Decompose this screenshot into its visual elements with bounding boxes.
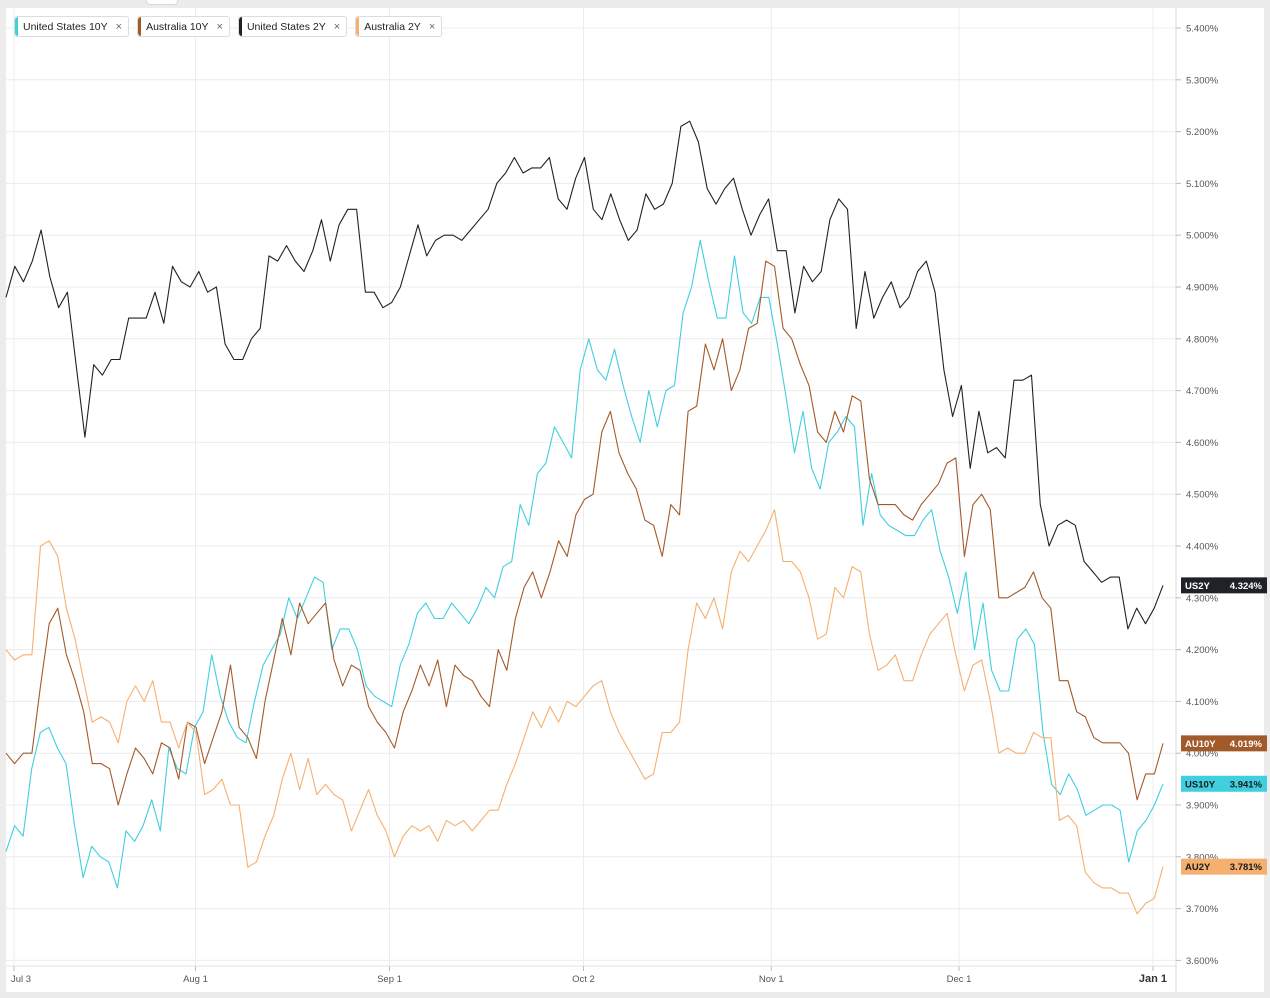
legend-label: United States 2Y <box>246 20 326 33</box>
y-tick-label: 4.000% <box>1186 749 1219 760</box>
x-tick-label: Nov 1 <box>759 974 784 985</box>
last-value-tag-au10y: AU10Y 4.019% <box>1181 735 1267 752</box>
plot-background <box>6 8 1264 992</box>
y-tick-label: 4.800% <box>1186 334 1219 345</box>
tab-handle[interactable] <box>146 0 178 5</box>
last-value-tag-us10y: US10Y 3.941% <box>1181 775 1267 792</box>
legend-label: Australia 2Y <box>364 20 421 33</box>
y-tick-label: 5.100% <box>1186 179 1219 190</box>
y-tick-label: 4.500% <box>1186 490 1219 501</box>
close-icon[interactable]: × <box>428 20 436 33</box>
y-tick-label: 5.200% <box>1186 127 1219 138</box>
legend-swatch <box>138 17 142 36</box>
legend: United States 10Y × Australia 10Y × Unit… <box>14 16 443 37</box>
y-tick-label: 4.400% <box>1186 542 1219 553</box>
x-tick-label: Jul 3 <box>11 974 31 985</box>
y-tick-label: 3.900% <box>1186 801 1219 812</box>
y-tick-label: 4.200% <box>1186 645 1219 656</box>
series-line-us10y <box>5 239 1164 889</box>
x-tick-label: Sep 1 <box>377 974 402 985</box>
legend-label: United States 10Y <box>23 20 108 33</box>
tag-value-label: 4.019% <box>1230 739 1263 750</box>
legend-chip-au10y[interactable]: Australia 10Y × <box>137 16 230 37</box>
y-tick-label: 3.700% <box>1186 904 1219 915</box>
tag-background <box>1181 577 1267 594</box>
y-tick-label: 4.100% <box>1186 697 1219 708</box>
legend-swatch <box>15 17 18 36</box>
y-axis-ticks: 5.400% 5.300% 5.200% 5.100% 5.000% 4.900% 4.80… <box>1176 24 1219 967</box>
x-tick-label: Jan 1 <box>1139 973 1167 985</box>
legend-swatch <box>238 17 242 36</box>
y-tick-label: 4.300% <box>1186 593 1219 604</box>
series-line-au10y <box>5 260 1164 806</box>
y-tick-label: 5.000% <box>1186 231 1219 242</box>
series-line-au2y <box>5 509 1164 915</box>
y-tick-label: 4.700% <box>1186 386 1219 397</box>
legend-chip-us2y[interactable]: United States 2Y × <box>237 16 348 37</box>
legend-label: Australia 10Y <box>146 20 209 33</box>
last-value-tag-au2y: AU2Y 3.781% <box>1181 858 1267 875</box>
y-tick-label: 5.400% <box>1186 24 1219 35</box>
tag-value-label: 4.324% <box>1230 581 1263 592</box>
series-line-us2y <box>5 120 1164 630</box>
tag-series-label: AU2Y <box>1185 862 1211 873</box>
last-value-tags: US10Y 3.941% AU10Y 4.019% US2Y 4.324% AU2Y 3.78… <box>1181 577 1267 875</box>
x-tick-label: Aug 1 <box>183 974 208 985</box>
tag-series-label: AU10Y <box>1185 739 1216 750</box>
tag-series-label: US10Y <box>1185 779 1216 790</box>
y-tick-label: 3.600% <box>1186 956 1219 967</box>
close-icon[interactable]: × <box>216 20 223 33</box>
y-tick-label: 4.900% <box>1186 283 1219 294</box>
y-tick-label: 5.300% <box>1186 75 1219 86</box>
x-axis-ticks: Jul 3 Aug 1 Sep 1 Oct 2 Nov 1 Dec 1 Jan 1 <box>6 965 1176 985</box>
tag-background <box>1181 735 1267 752</box>
legend-chip-us10y[interactable]: United States 10Y × <box>14 16 130 37</box>
grid <box>6 8 1176 966</box>
legend-chip-au2y[interactable]: Australia 2Y × <box>355 16 443 37</box>
y-tick-label: 4.600% <box>1186 438 1219 449</box>
series-lines <box>5 120 1164 915</box>
tag-value-label: 3.941% <box>1230 779 1263 790</box>
close-icon[interactable]: × <box>115 20 123 33</box>
tag-background <box>1181 775 1267 792</box>
x-tick-label: Dec 1 <box>947 974 972 985</box>
x-tick-label: Oct 2 <box>572 974 595 985</box>
tag-background <box>1181 858 1267 875</box>
legend-swatch <box>356 17 360 36</box>
close-icon[interactable]: × <box>333 20 341 33</box>
tag-series-label: US2Y <box>1185 581 1210 592</box>
tag-value-label: 3.781% <box>1230 862 1263 873</box>
y-tick-label: 3.800% <box>1186 852 1219 863</box>
last-value-tag-us2y: US2Y 4.324% <box>1181 577 1267 594</box>
